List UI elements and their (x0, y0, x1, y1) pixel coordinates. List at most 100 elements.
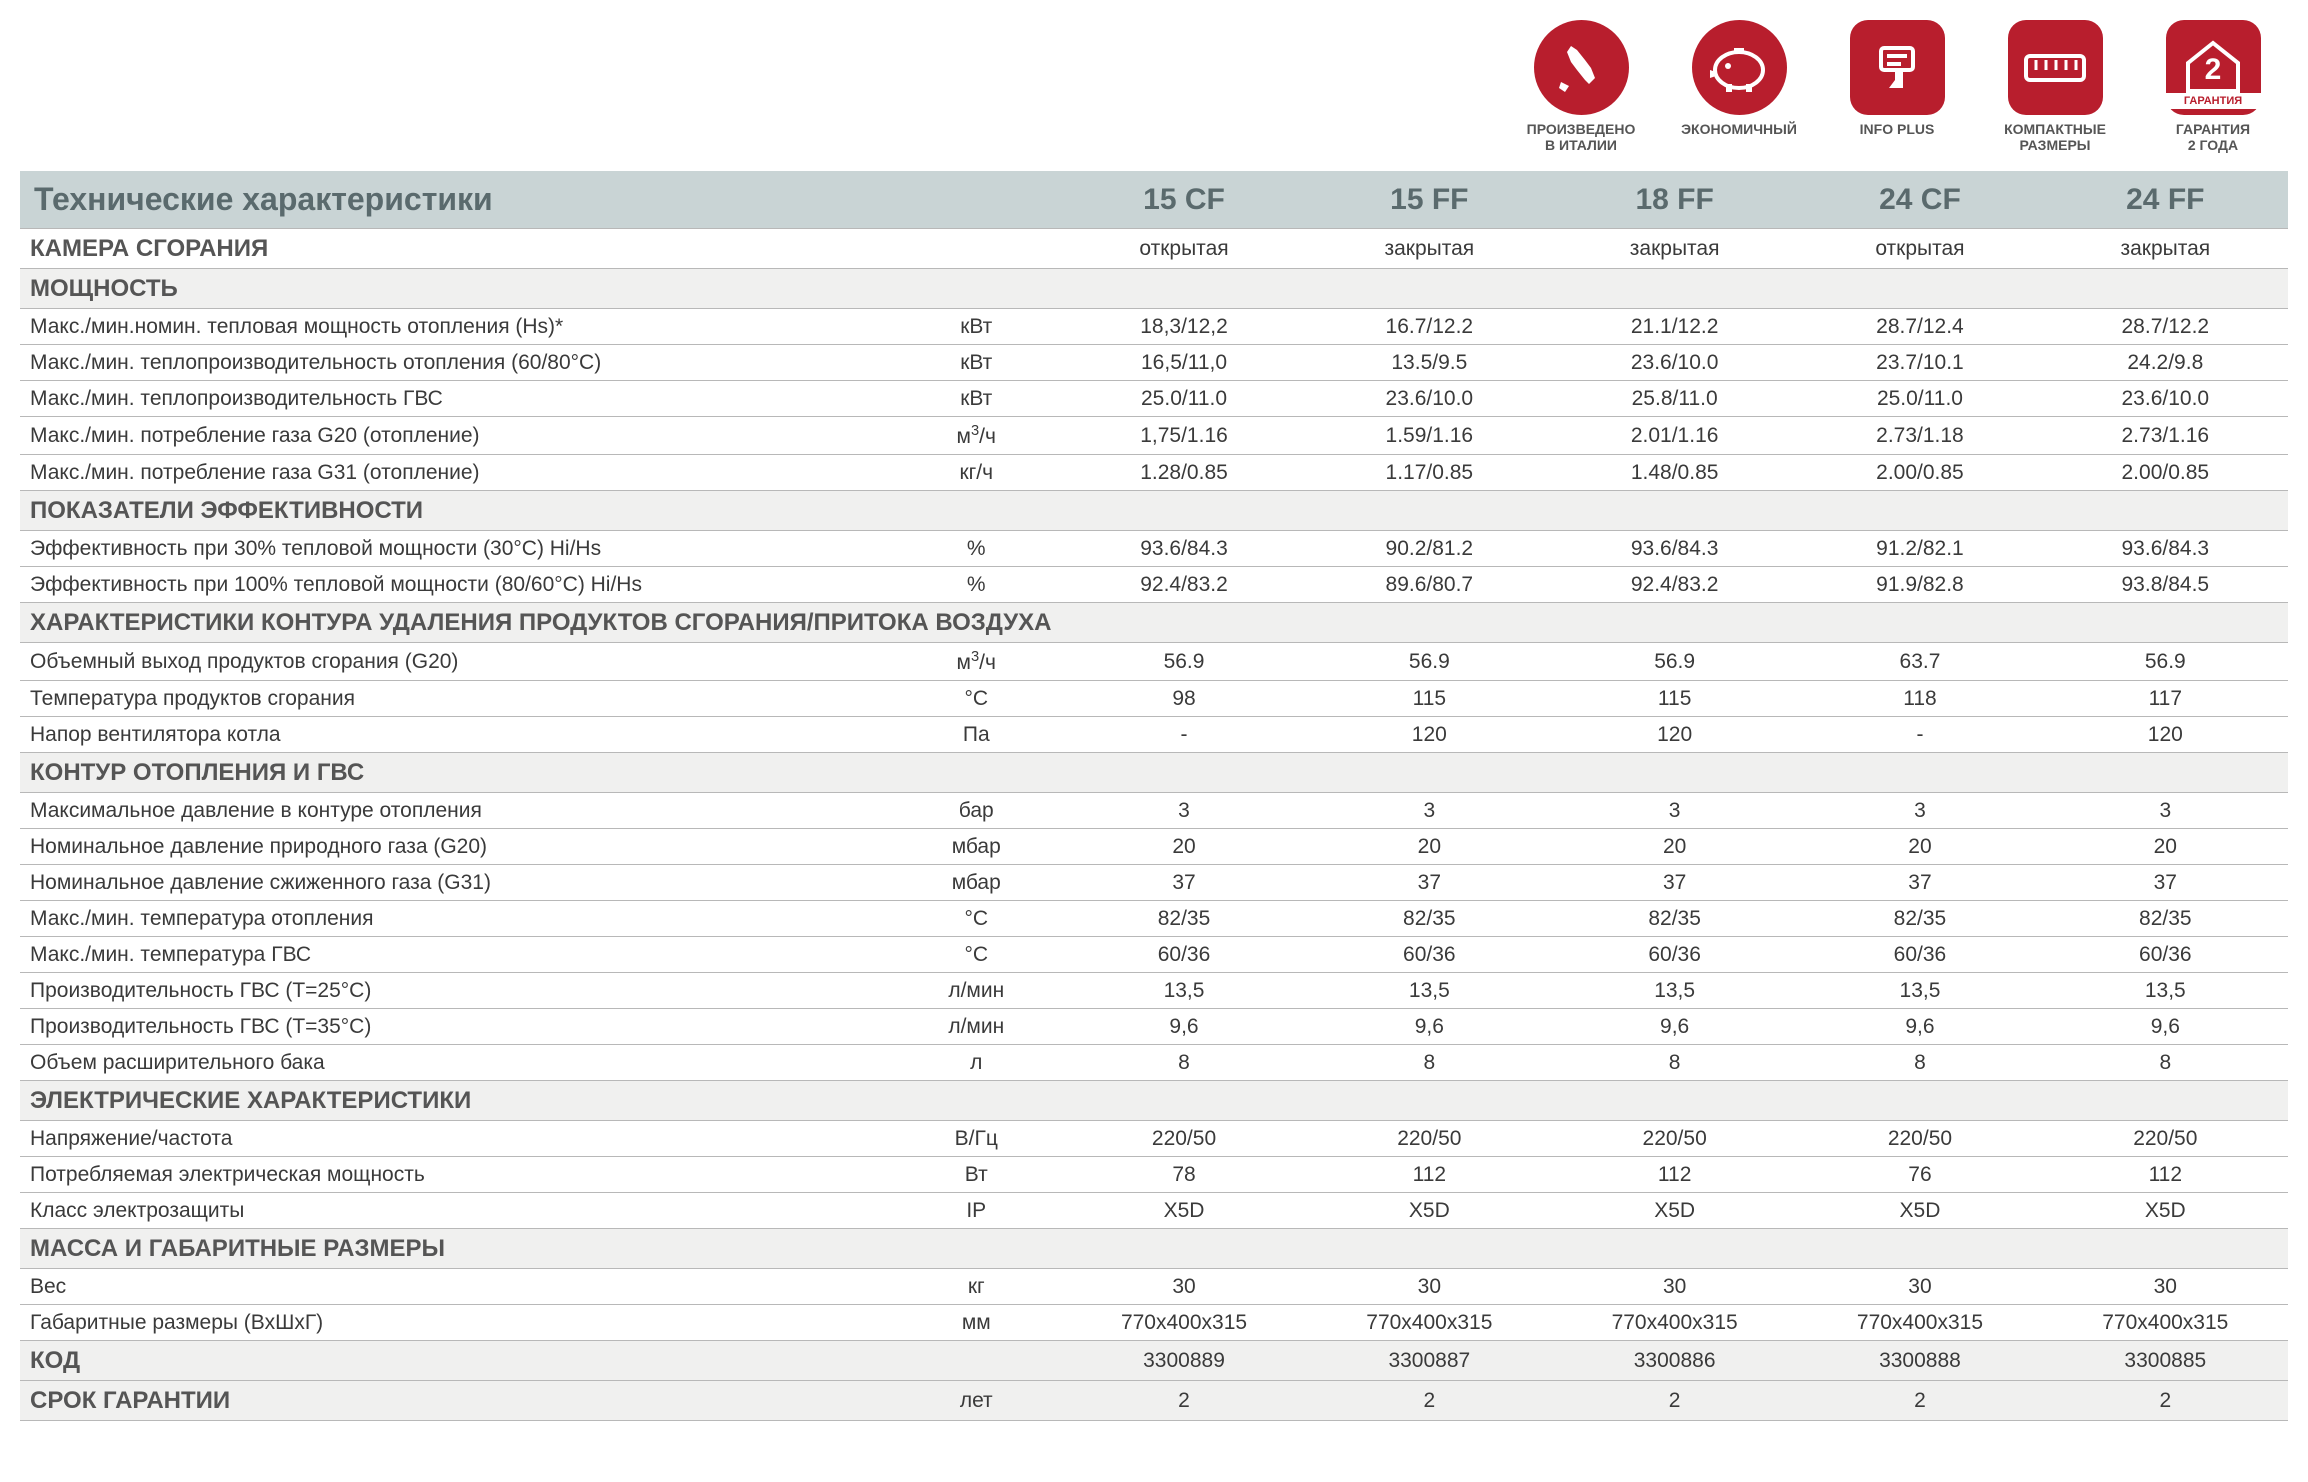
value-cell: 115 (1552, 681, 1797, 717)
value-cell: 13,5 (1552, 973, 1797, 1009)
value-cell: 56.9 (1307, 643, 1552, 681)
value-cell: 117 (2043, 681, 2288, 717)
value-cell: 93.6/84.3 (1552, 531, 1797, 567)
warranty-icon: 2 ГАРАНТИЯ (2166, 20, 2261, 115)
section-header: ХАРАКТЕРИСТИКИ КОНТУРА УДАЛЕНИЯ ПРОДУКТО… (20, 603, 2288, 643)
value-cell: 112 (1307, 1157, 1552, 1193)
value-cell: 2.00/0.85 (2043, 455, 2288, 491)
param-cell: Макс./мин. температура ГВС (20, 937, 891, 973)
value-cell: закрытая (1552, 229, 1797, 269)
table-row: СРОК ГАРАНТИИлет22222 (20, 1381, 2288, 1421)
badge-label: КОМПАКТНЫЕ РАЗМЕРЫ (2004, 121, 2106, 153)
value-cell: 30 (1307, 1269, 1552, 1305)
badge-row: ПРОИЗВЕДЕНО В ИТАЛИИ ЭКОНОМИЧНЫЙ INFO PL… (20, 20, 2288, 153)
table-row: ЭЛЕКТРИЧЕСКИЕ ХАРАКТЕРИСТИКИ (20, 1081, 2288, 1121)
value-cell: 2 (1307, 1381, 1552, 1421)
value-cell: 82/35 (1307, 901, 1552, 937)
model-col: 15 CF (1061, 171, 1306, 229)
value-cell: 60/36 (1552, 937, 1797, 973)
value-cell: 37 (1061, 865, 1306, 901)
badge-warranty: 2 ГАРАНТИЯ ГАРАНТИЯ 2 ГОДА (2148, 20, 2278, 153)
model-col: 24 CF (1797, 171, 2042, 229)
value-cell: 120 (2043, 717, 2288, 753)
param-cell: Температура продуктов сгорания (20, 681, 891, 717)
badge-label: ГАРАНТИЯ 2 ГОДА (2176, 121, 2250, 153)
model-col: 18 FF (1552, 171, 1797, 229)
value-cell: 3300887 (1307, 1341, 1552, 1381)
value-cell: 60/36 (1797, 937, 2042, 973)
unit-cell: В/Гц (891, 1121, 1061, 1157)
value-cell: 56.9 (2043, 643, 2288, 681)
table-row: МОЩНОСТЬ (20, 269, 2288, 309)
value-cell: 37 (1797, 865, 2042, 901)
section-header: ПОКАЗАТЕЛИ ЭФФЕКТИВНОСТИ (20, 491, 2288, 531)
value-cell: 23.7/10.1 (1797, 345, 2042, 381)
param-cell: Объемный выход продуктов сгорания (G20) (20, 643, 891, 681)
value-cell: 24.2/9.8 (2043, 345, 2288, 381)
value-cell: 2.73/1.18 (1797, 417, 2042, 455)
param-cell: Макс./мин. температура отопления (20, 901, 891, 937)
value-cell: 90.2/81.2 (1307, 531, 1552, 567)
value-cell: 770x400x315 (1307, 1305, 1552, 1341)
table-row: Потребляемая электрическая мощностьВт781… (20, 1157, 2288, 1193)
section-header: МОЩНОСТЬ (20, 269, 2288, 309)
unit-cell: л/мин (891, 973, 1061, 1009)
unit-cell: кВт (891, 345, 1061, 381)
value-cell: 20 (2043, 829, 2288, 865)
unit-cell: °C (891, 937, 1061, 973)
value-cell: 63.7 (1797, 643, 2042, 681)
model-col: 15 FF (1307, 171, 1552, 229)
value-cell: 92.4/83.2 (1552, 567, 1797, 603)
unit-cell: °C (891, 681, 1061, 717)
value-cell: 13,5 (1307, 973, 1552, 1009)
table-row: Номинальное давление природного газа (G2… (20, 829, 2288, 865)
table-row: Напряжение/частотаВ/Гц220/50220/50220/50… (20, 1121, 2288, 1157)
value-cell: 60/36 (1061, 937, 1306, 973)
value-cell: 3 (1307, 793, 1552, 829)
value-cell: 3 (1552, 793, 1797, 829)
value-cell: 37 (1307, 865, 1552, 901)
value-cell: 30 (2043, 1269, 2288, 1305)
value-cell: 93.6/84.3 (2043, 531, 2288, 567)
value-cell: 37 (1552, 865, 1797, 901)
table-row: Температура продуктов сгорания°C98115115… (20, 681, 2288, 717)
table-row: Макс./мин. потребление газа G20 (отоплен… (20, 417, 2288, 455)
value-cell: 82/35 (1797, 901, 2042, 937)
value-cell: 23.6/10.0 (2043, 381, 2288, 417)
param-cell: Макс./мин.номин. тепловая мощность отопл… (20, 309, 891, 345)
spec-table: Технические характеристики 15 CF 15 FF 1… (20, 171, 2288, 1421)
param-cell: КАМЕРА СГОРАНИЯ (20, 229, 891, 269)
table-row: Объем расширительного бакал88888 (20, 1045, 2288, 1081)
table-body: КАМЕРА СГОРАНИЯоткрытаязакрытаязакрытаяо… (20, 229, 2288, 1421)
value-cell: X5D (2043, 1193, 2288, 1229)
value-cell: 112 (2043, 1157, 2288, 1193)
unit-cell (891, 229, 1061, 269)
value-cell: 8 (1552, 1045, 1797, 1081)
param-cell: Макс./мин. потребление газа G31 (отоплен… (20, 455, 891, 491)
infoplus-icon (1850, 20, 1945, 115)
badge-italy: ПРОИЗВЕДЕНО В ИТАЛИИ (1516, 20, 1646, 153)
value-cell: 9,6 (2043, 1009, 2288, 1045)
table-row: Номинальное давление сжиженного газа (G3… (20, 865, 2288, 901)
badge-compact: КОМПАКТНЫЕ РАЗМЕРЫ (1990, 20, 2120, 153)
model-col: 24 FF (2043, 171, 2288, 229)
param-cell: Напряжение/частота (20, 1121, 891, 1157)
italy-icon (1534, 20, 1629, 115)
param-cell: Класс электрозащиты (20, 1193, 891, 1229)
value-cell: 30 (1797, 1269, 2042, 1305)
table-row: Класс электрозащитыIPX5DX5DX5DX5DX5D (20, 1193, 2288, 1229)
value-cell: 13,5 (2043, 973, 2288, 1009)
value-cell: закрытая (1307, 229, 1552, 269)
value-cell: 82/35 (1061, 901, 1306, 937)
value-cell: открытая (1061, 229, 1306, 269)
value-cell: 20 (1307, 829, 1552, 865)
value-cell: 2 (1552, 1381, 1797, 1421)
value-cell: 2.01/1.16 (1552, 417, 1797, 455)
unit-cell: л/мин (891, 1009, 1061, 1045)
table-row: КОНТУР ОТОПЛЕНИЯ И ГВС (20, 753, 2288, 793)
value-cell: 78 (1061, 1157, 1306, 1193)
param-cell: Максимальное давление в контуре отоплени… (20, 793, 891, 829)
table-row: Эффективность при 30% тепловой мощности … (20, 531, 2288, 567)
unit-cell: % (891, 531, 1061, 567)
value-cell: 56.9 (1061, 643, 1306, 681)
